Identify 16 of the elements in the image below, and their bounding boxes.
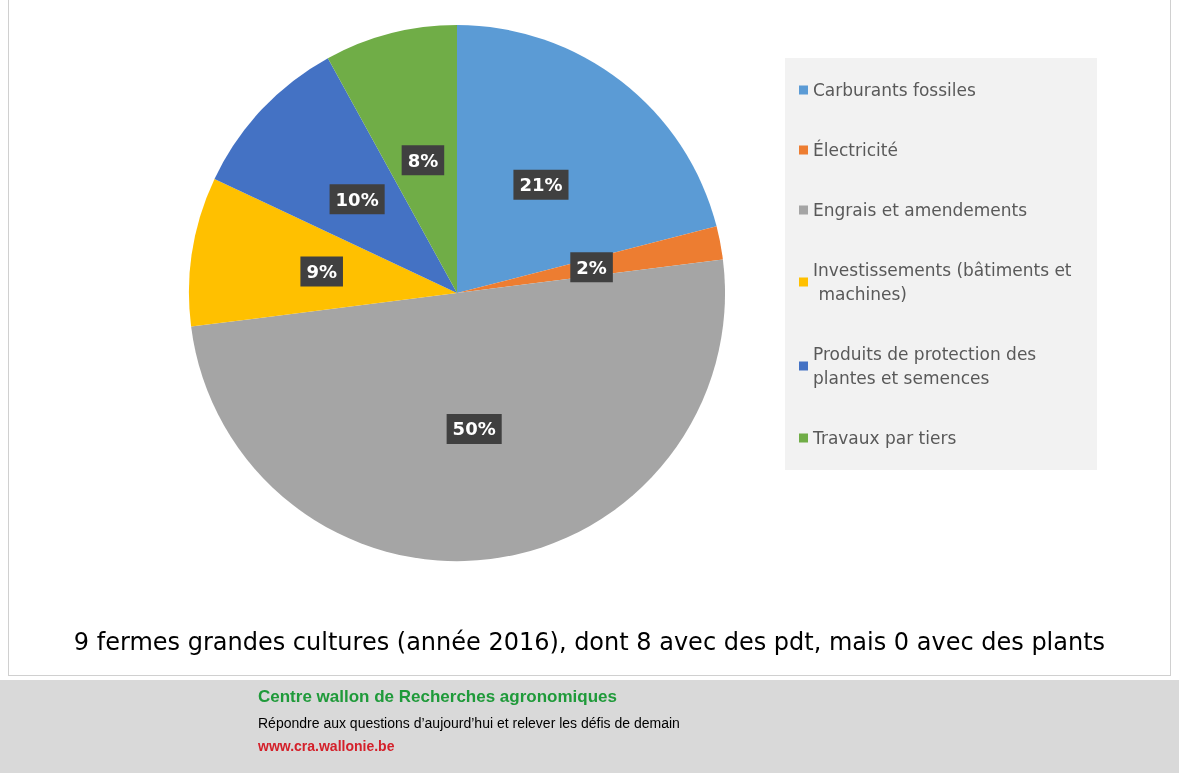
legend-label: Carburants fossiles [813, 80, 976, 100]
data-label: 8% [407, 149, 439, 171]
text: Centre wallon de Recherches agronomiques [258, 687, 617, 707]
legend-label: Électricité [813, 139, 898, 160]
data-label: 10% [335, 188, 379, 210]
legend-label: Investissements (bâtiments et machines) [813, 260, 1072, 304]
text: 9 fermes grandes cultures (année 2016), dont 8 avec des pdt, mais 0 avec des plants [72, 628, 1107, 656]
data-label: 2% [576, 256, 607, 278]
text: www.cra.wallonie.be [258, 738, 395, 754]
data-label: 50% [452, 418, 496, 440]
data-label: 21% [519, 174, 563, 196]
data-label: 9% [306, 261, 337, 283]
legend-label: Travaux par tiers [812, 428, 957, 448]
legend-label: Engrais et amendements [813, 200, 1028, 220]
legend-label: Produits de protection des plantes et semences [813, 344, 1042, 388]
text: Répondre aux questions d’aujourd’hui et relever les défis de demain [258, 715, 680, 731]
